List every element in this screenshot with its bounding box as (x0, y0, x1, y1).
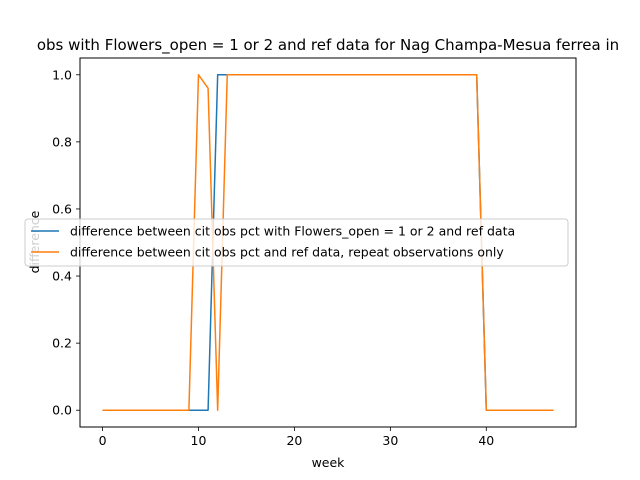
y-tick-label: 1.0 (52, 67, 72, 82)
y-tick-label: 0.2 (52, 336, 72, 351)
x-tick-label: 40 (478, 433, 494, 448)
x-axis-label: week (312, 455, 346, 470)
x-tick-label: 0 (99, 433, 107, 448)
x-tick-label: 20 (286, 433, 302, 448)
legend: difference between cit obs pct with Flow… (24, 218, 569, 267)
legend-label-1: difference between cit obs pct with Flow… (70, 224, 515, 239)
legend-box (24, 218, 569, 267)
x-axis: 0 10 20 30 40 (99, 427, 494, 448)
y-tick-label: 0.0 (52, 403, 72, 418)
series-line-2 (102, 74, 554, 411)
y-tick-label: 0.4 (52, 269, 72, 284)
y-tick-label: 0.6 (52, 201, 72, 216)
y-tick-label: 0.8 (52, 134, 72, 149)
y-axis: 0.0 0.2 0.4 0.6 0.8 1.0 (52, 67, 80, 418)
series-layer (102, 74, 554, 411)
x-tick-label: 30 (382, 433, 398, 448)
legend-label-2: difference between cit obs pct and ref d… (70, 245, 504, 260)
x-tick-label: 10 (191, 433, 207, 448)
chart-title: obs with Flowers_open = 1 or 2 and ref d… (37, 36, 619, 55)
